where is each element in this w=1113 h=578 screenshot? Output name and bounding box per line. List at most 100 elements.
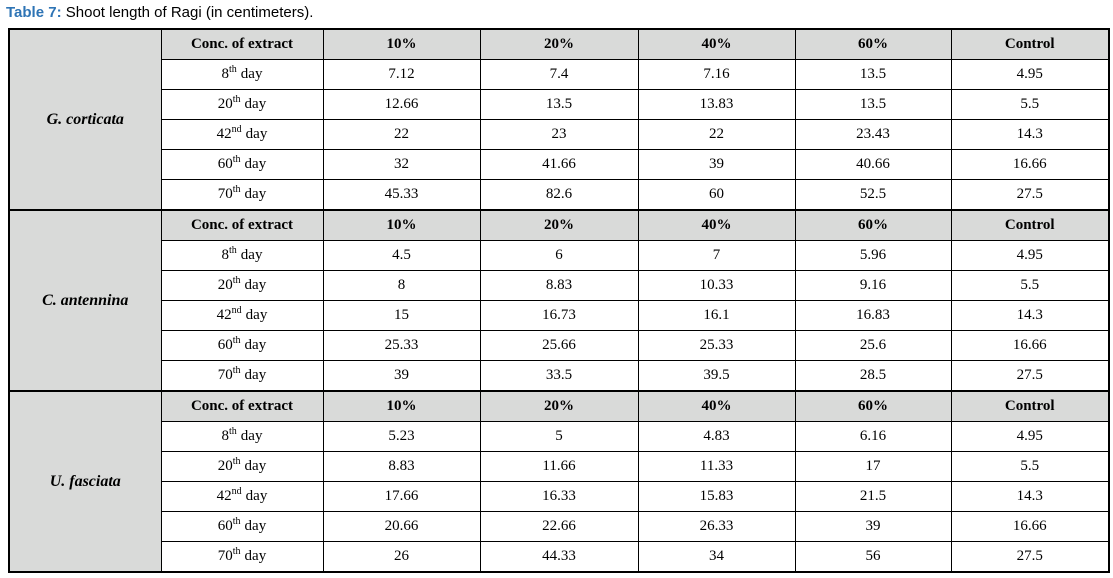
value-cell: 27.5 [950,179,1110,211]
value-cell: 6 [479,240,639,271]
table-row: 42nd day 22 23 22 23.43 14.3 [9,119,1110,150]
value-cell: 22 [322,119,481,150]
value-cell: 32 [322,149,481,180]
value-cell: 15 [322,300,481,331]
table-row: 42nd day 15 16.73 16.1 16.83 14.3 [9,300,1110,331]
value-cell: 10.33 [637,270,796,301]
value-cell: 4.83 [637,421,796,452]
value-cell: 7.16 [637,59,796,90]
table-row: 8th day 5.23 5 4.83 6.16 4.95 [9,421,1110,452]
value-cell: 21.5 [794,481,952,512]
value-cell: 14.3 [950,481,1110,512]
col-header-60: 60% [794,28,952,60]
day-cell: 20th day [160,451,324,482]
species-cell: U. fasciata [8,390,162,573]
species-cell: C. antennina [8,209,162,392]
day-cell: 60th day [160,511,324,542]
value-cell: 16.66 [950,511,1110,542]
value-cell: 14.3 [950,300,1110,331]
value-cell: 11.33 [637,451,796,482]
value-cell: 22.66 [479,511,639,542]
value-cell: 4.5 [322,240,481,271]
day-cell: 42nd day [160,481,324,512]
col-header-control: Control [950,209,1110,241]
table-row: 60th day 25.33 25.66 25.33 25.6 16.66 [9,330,1110,361]
shoot-length-table: G. corticata Conc. of extract 10% 20% 40… [8,28,1110,573]
value-cell: 11.66 [479,451,639,482]
value-cell: 44.33 [479,541,639,573]
col-header-60: 60% [794,209,952,241]
day-cell: 42nd day [160,300,324,331]
col-header-10: 10% [322,28,481,60]
value-cell: 39.5 [637,360,796,392]
value-cell: 25.66 [479,330,639,361]
col-header-10: 10% [322,390,481,422]
value-cell: 5.23 [322,421,481,452]
col-header-40: 40% [637,28,796,60]
value-cell: 7.12 [322,59,481,90]
value-cell: 6.16 [794,421,952,452]
value-cell: 82.6 [479,179,639,211]
value-cell: 45.33 [322,179,481,211]
section-header-row: U. fasciata Conc. of extract 10% 20% 40%… [8,390,1110,573]
value-cell: 13.5 [794,89,952,120]
col-header-20: 20% [479,209,639,241]
value-cell: 22 [637,119,796,150]
section-header-row: G. corticata Conc. of extract 10% 20% 40… [8,28,1110,211]
table-row: 70th day 26 44.33 34 56 27.5 [9,541,1110,573]
table-row: 42nd day 17.66 16.33 15.83 21.5 14.3 [9,481,1110,512]
value-cell: 7.4 [479,59,639,90]
value-cell: 34 [637,541,796,573]
value-cell: 7 [637,240,796,271]
value-cell: 16.83 [794,300,952,331]
value-cell: 27.5 [950,541,1110,573]
col-header-20: 20% [479,28,639,60]
value-cell: 5.5 [950,270,1110,301]
value-cell: 16.66 [950,330,1110,361]
table-row: 20th day 8.83 11.66 11.33 17 5.5 [9,451,1110,482]
day-cell: 60th day [160,149,324,180]
table-row: 60th day 20.66 22.66 26.33 39 16.66 [9,511,1110,542]
table-row: 60th day 32 41.66 39 40.66 16.66 [9,149,1110,180]
day-cell: 70th day [160,541,324,573]
day-cell: 70th day [160,360,324,392]
table-row: 8th day 4.5 6 7 5.96 4.95 [9,240,1110,271]
table-caption: Table 7: Shoot length of Ragi (in centim… [0,0,1113,28]
col-header-60: 60% [794,390,952,422]
value-cell: 16.33 [479,481,639,512]
value-cell: 26.33 [637,511,796,542]
table-caption-number: Table 7: [6,4,62,21]
table-row: 20th day 8 8.83 10.33 9.16 5.5 [9,270,1110,301]
value-cell: 4.95 [950,240,1110,271]
value-cell: 23.43 [794,119,952,150]
value-cell: 39 [794,511,952,542]
value-cell: 16.1 [637,300,796,331]
value-cell: 28.5 [794,360,952,392]
value-cell: 8 [322,270,481,301]
value-cell: 25.33 [637,330,796,361]
value-cell: 25.33 [322,330,481,361]
conc-header-cell: Conc. of extract [160,28,324,60]
value-cell: 12.66 [322,89,481,120]
value-cell: 20.66 [322,511,481,542]
value-cell: 8.83 [322,451,481,482]
value-cell: 39 [322,360,481,392]
day-cell: 42nd day [160,119,324,150]
value-cell: 5 [479,421,639,452]
table-caption-text: Shoot length of Ragi (in centimeters). [65,4,314,21]
value-cell: 13.5 [794,59,952,90]
value-cell: 27.5 [950,360,1110,392]
col-header-20: 20% [479,390,639,422]
col-header-control: Control [950,390,1110,422]
col-header-40: 40% [637,209,796,241]
value-cell: 60 [637,179,796,211]
value-cell: 39 [637,149,796,180]
value-cell: 41.66 [479,149,639,180]
value-cell: 17.66 [322,481,481,512]
value-cell: 14.3 [950,119,1110,150]
day-cell: 8th day [160,421,324,452]
value-cell: 9.16 [794,270,952,301]
value-cell: 16.73 [479,300,639,331]
table-row: 70th day 39 33.5 39.5 28.5 27.5 [9,360,1110,392]
